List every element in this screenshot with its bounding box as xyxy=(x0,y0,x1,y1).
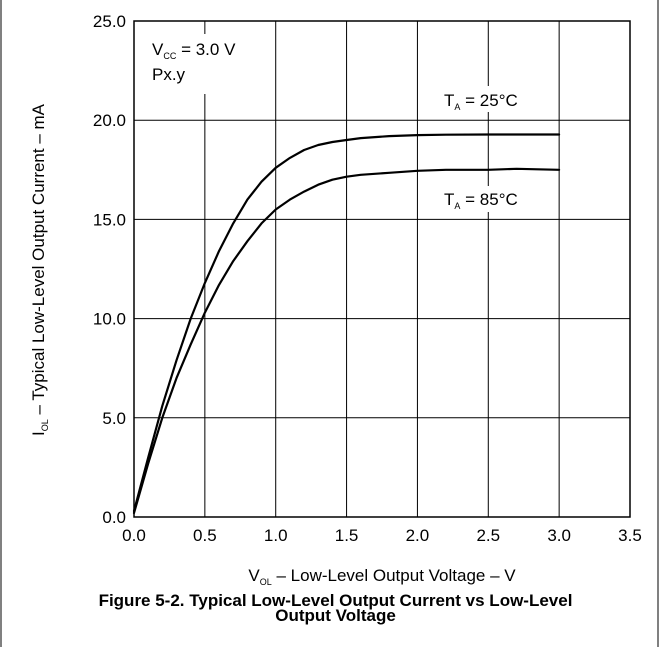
x-tick-label: 0.0 xyxy=(122,526,146,545)
y-axis-label: IOL – Typical Low-Level Output Current –… xyxy=(29,103,50,436)
series-label-bg-25c xyxy=(440,86,550,112)
x-tick-label: 3.0 xyxy=(547,526,571,545)
y-tick-label: 5.0 xyxy=(102,409,126,428)
series-label-85c-symbol: T xyxy=(444,190,454,209)
x-axis-symbol: V xyxy=(248,566,260,585)
series-label-25c-symbol: T xyxy=(444,91,454,110)
y-tick-label: 10.0 xyxy=(93,310,126,329)
y-tick-label: 15.0 xyxy=(93,210,126,229)
y-axis-subscript: OL xyxy=(40,419,50,431)
y-axis-text: – Typical Low-Level Output Current – mA xyxy=(29,103,48,419)
series-line-85c xyxy=(132,167,561,515)
series-label-25c-value: = 25°C xyxy=(460,91,517,110)
y-tick-label: 20.0 xyxy=(93,111,126,130)
y-tick-labels: 0.0 5.0 10.0 15.0 20.0 25.0 xyxy=(93,12,126,527)
conditions-box xyxy=(150,34,270,94)
plot-area-border xyxy=(133,20,631,518)
x-tick-label: 2.0 xyxy=(406,526,430,545)
x-tick-label: 0.5 xyxy=(193,526,217,545)
x-tick-label: 1.5 xyxy=(335,526,359,545)
x-axis-subscript: OL xyxy=(260,577,272,587)
series-label-25c-subscript: A xyxy=(454,102,460,112)
series-label-bg-85c xyxy=(440,186,550,212)
x-tick-labels: 0.0 0.5 1.0 1.5 2.0 2.5 3.0 3.5 xyxy=(122,526,642,545)
vcc-subscript: CC xyxy=(163,51,176,61)
vcc-annotation: VCC = 3.0 V xyxy=(152,40,236,61)
series-label-25c: TA = 25°C xyxy=(444,91,518,112)
figure-caption-line-2: Output Voltage xyxy=(275,606,396,625)
vcc-symbol: V xyxy=(152,40,164,59)
y-axis-symbol: I xyxy=(29,431,48,436)
series-label-85c: TA = 85°C xyxy=(444,190,518,211)
x-tick-label: 3.5 xyxy=(618,526,642,545)
figure-caption-line-1: Figure 5-2. Typical Low-Level Output Cur… xyxy=(98,591,573,610)
x-axis-label: VOL – Low-Level Output Voltage – V xyxy=(248,566,516,587)
x-axis-text: – Low-Level Output Voltage – V xyxy=(272,566,516,585)
y-tick-label: 25.0 xyxy=(93,12,126,31)
series-line-25c xyxy=(132,133,561,513)
y-tick-label: 0.0 xyxy=(102,508,126,527)
series-group xyxy=(132,133,561,515)
vcc-value: = 3.0 V xyxy=(176,40,236,59)
x-tick-label: 1.0 xyxy=(264,526,288,545)
grid xyxy=(133,20,631,518)
x-tick-label: 2.5 xyxy=(476,526,500,545)
series-label-85c-subscript: A xyxy=(454,201,460,211)
pin-annotation: Px.y xyxy=(152,65,186,84)
series-label-85c-value: = 85°C xyxy=(460,190,517,209)
